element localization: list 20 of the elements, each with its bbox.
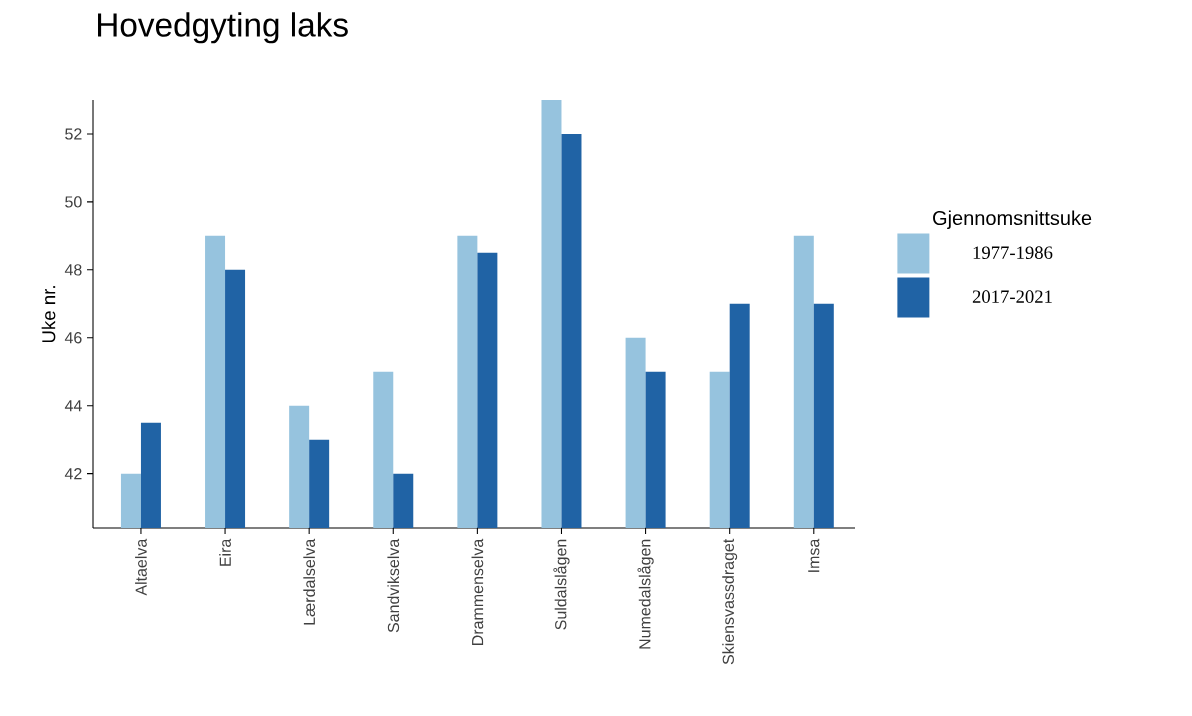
x-tick-label: Altaelva — [135, 538, 147, 596]
y-tick-label: 48 — [64, 264, 82, 276]
y-tick-label: 46 — [64, 332, 82, 344]
x-tick-label: Imsa — [808, 538, 820, 572]
legend-label: 2017-2021 — [972, 290, 1052, 303]
x-tick-label: Skiensvassdraget — [722, 538, 738, 665]
x-tick-label: Drammenselva — [471, 538, 484, 645]
y-tick-label: 52 — [65, 128, 82, 140]
y-tick-label: 44 — [64, 400, 82, 412]
x-tick-label: Eira — [219, 538, 231, 566]
x-tick-label: Sandvikselva — [387, 538, 400, 633]
x-tick-label: Lærdalselva — [303, 538, 316, 625]
legend-label: 1977-1986 — [973, 246, 1053, 259]
x-tick-label: Suldalslågen — [553, 539, 570, 630]
legend-title: Gjennomsnittsuke — [933, 210, 1092, 230]
y-tick-label: 50 — [65, 196, 82, 208]
chart-title: Hovedgyting laks — [98, 12, 348, 44]
x-tick-label: Numedalslågen — [637, 539, 654, 649]
y-axis-title: Uke nr. — [41, 286, 56, 343]
y-tick-label: 42 — [64, 468, 82, 480]
